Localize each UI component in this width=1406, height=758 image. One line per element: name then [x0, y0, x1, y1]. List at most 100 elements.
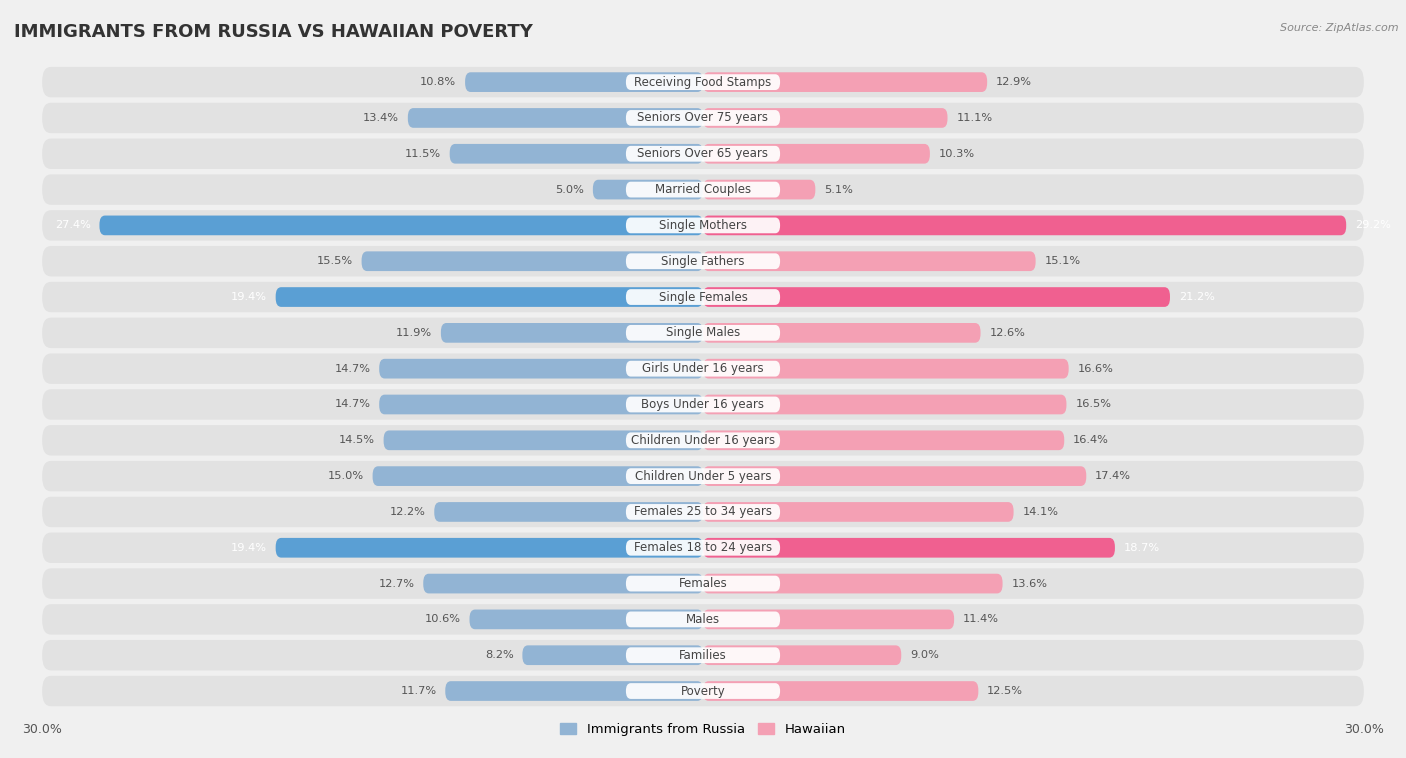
Text: Females 25 to 34 years: Females 25 to 34 years: [634, 506, 772, 518]
FancyBboxPatch shape: [42, 139, 1364, 169]
FancyBboxPatch shape: [42, 604, 1364, 634]
FancyBboxPatch shape: [450, 144, 703, 164]
FancyBboxPatch shape: [42, 246, 1364, 277]
Text: Single Mothers: Single Mothers: [659, 219, 747, 232]
Text: Source: ZipAtlas.com: Source: ZipAtlas.com: [1281, 23, 1399, 33]
Text: 5.0%: 5.0%: [555, 185, 583, 195]
FancyBboxPatch shape: [626, 146, 780, 161]
FancyBboxPatch shape: [626, 612, 780, 628]
Text: 10.6%: 10.6%: [425, 615, 461, 625]
Text: 19.4%: 19.4%: [231, 543, 267, 553]
FancyBboxPatch shape: [703, 72, 987, 92]
Text: IMMIGRANTS FROM RUSSIA VS HAWAIIAN POVERTY: IMMIGRANTS FROM RUSSIA VS HAWAIIAN POVER…: [14, 23, 533, 41]
Text: 15.5%: 15.5%: [316, 256, 353, 266]
FancyBboxPatch shape: [380, 359, 703, 378]
FancyBboxPatch shape: [626, 575, 780, 591]
Text: Single Males: Single Males: [666, 327, 740, 340]
FancyBboxPatch shape: [42, 640, 1364, 670]
Legend: Immigrants from Russia, Hawaiian: Immigrants from Russia, Hawaiian: [555, 718, 851, 742]
Text: 14.5%: 14.5%: [339, 435, 375, 445]
Text: Females 18 to 24 years: Females 18 to 24 years: [634, 541, 772, 554]
Text: 19.4%: 19.4%: [231, 292, 267, 302]
Text: 5.1%: 5.1%: [824, 185, 853, 195]
FancyBboxPatch shape: [703, 108, 948, 128]
Text: 15.0%: 15.0%: [328, 471, 364, 481]
Text: Poverty: Poverty: [681, 684, 725, 697]
Text: 13.6%: 13.6%: [1011, 578, 1047, 588]
FancyBboxPatch shape: [626, 182, 780, 198]
FancyBboxPatch shape: [703, 323, 980, 343]
FancyBboxPatch shape: [408, 108, 703, 128]
Text: 11.9%: 11.9%: [396, 328, 432, 338]
FancyBboxPatch shape: [523, 645, 703, 665]
FancyBboxPatch shape: [703, 215, 1346, 235]
FancyBboxPatch shape: [703, 681, 979, 701]
Text: 13.4%: 13.4%: [363, 113, 399, 123]
FancyBboxPatch shape: [42, 568, 1364, 599]
Text: Children Under 5 years: Children Under 5 years: [634, 470, 772, 483]
Text: 16.6%: 16.6%: [1077, 364, 1114, 374]
FancyBboxPatch shape: [703, 645, 901, 665]
Text: Families: Families: [679, 649, 727, 662]
FancyBboxPatch shape: [626, 396, 780, 412]
Text: 14.1%: 14.1%: [1022, 507, 1059, 517]
FancyBboxPatch shape: [423, 574, 703, 594]
Text: 10.8%: 10.8%: [420, 77, 457, 87]
FancyBboxPatch shape: [42, 318, 1364, 348]
Text: 12.7%: 12.7%: [378, 578, 415, 588]
FancyBboxPatch shape: [42, 67, 1364, 97]
Text: 16.4%: 16.4%: [1073, 435, 1109, 445]
Text: 12.6%: 12.6%: [990, 328, 1025, 338]
FancyBboxPatch shape: [380, 395, 703, 415]
FancyBboxPatch shape: [434, 502, 703, 522]
FancyBboxPatch shape: [446, 681, 703, 701]
FancyBboxPatch shape: [42, 103, 1364, 133]
FancyBboxPatch shape: [42, 425, 1364, 456]
Text: 27.4%: 27.4%: [55, 221, 90, 230]
FancyBboxPatch shape: [703, 252, 1036, 271]
FancyBboxPatch shape: [626, 468, 780, 484]
FancyBboxPatch shape: [100, 215, 703, 235]
Text: 11.7%: 11.7%: [401, 686, 436, 696]
FancyBboxPatch shape: [703, 574, 1002, 594]
Text: 8.2%: 8.2%: [485, 650, 513, 660]
Text: Single Fathers: Single Fathers: [661, 255, 745, 268]
FancyBboxPatch shape: [42, 461, 1364, 491]
FancyBboxPatch shape: [626, 218, 780, 233]
Text: Males: Males: [686, 613, 720, 626]
FancyBboxPatch shape: [703, 180, 815, 199]
FancyBboxPatch shape: [703, 502, 1014, 522]
Text: 18.7%: 18.7%: [1123, 543, 1160, 553]
FancyBboxPatch shape: [626, 540, 780, 556]
Text: 14.7%: 14.7%: [335, 364, 370, 374]
FancyBboxPatch shape: [703, 287, 1170, 307]
FancyBboxPatch shape: [626, 253, 780, 269]
Text: 14.7%: 14.7%: [335, 399, 370, 409]
Text: 11.4%: 11.4%: [963, 615, 998, 625]
Text: 21.2%: 21.2%: [1178, 292, 1215, 302]
Text: Girls Under 16 years: Girls Under 16 years: [643, 362, 763, 375]
FancyBboxPatch shape: [703, 538, 1115, 558]
FancyBboxPatch shape: [703, 359, 1069, 378]
Text: Seniors Over 65 years: Seniors Over 65 years: [637, 147, 769, 160]
FancyBboxPatch shape: [593, 180, 703, 199]
Text: 9.0%: 9.0%: [910, 650, 939, 660]
Text: 17.4%: 17.4%: [1095, 471, 1130, 481]
Text: 10.3%: 10.3%: [939, 149, 974, 158]
FancyBboxPatch shape: [703, 609, 955, 629]
Text: 16.5%: 16.5%: [1076, 399, 1111, 409]
FancyBboxPatch shape: [42, 282, 1364, 312]
FancyBboxPatch shape: [626, 504, 780, 520]
Text: Single Females: Single Females: [658, 290, 748, 303]
FancyBboxPatch shape: [42, 210, 1364, 240]
FancyBboxPatch shape: [626, 325, 780, 341]
Text: Married Couples: Married Couples: [655, 183, 751, 196]
FancyBboxPatch shape: [626, 683, 780, 699]
FancyBboxPatch shape: [703, 144, 929, 164]
FancyBboxPatch shape: [626, 110, 780, 126]
FancyBboxPatch shape: [626, 647, 780, 663]
FancyBboxPatch shape: [703, 395, 1066, 415]
FancyBboxPatch shape: [42, 390, 1364, 420]
Text: 29.2%: 29.2%: [1355, 221, 1391, 230]
Text: Females: Females: [679, 577, 727, 590]
